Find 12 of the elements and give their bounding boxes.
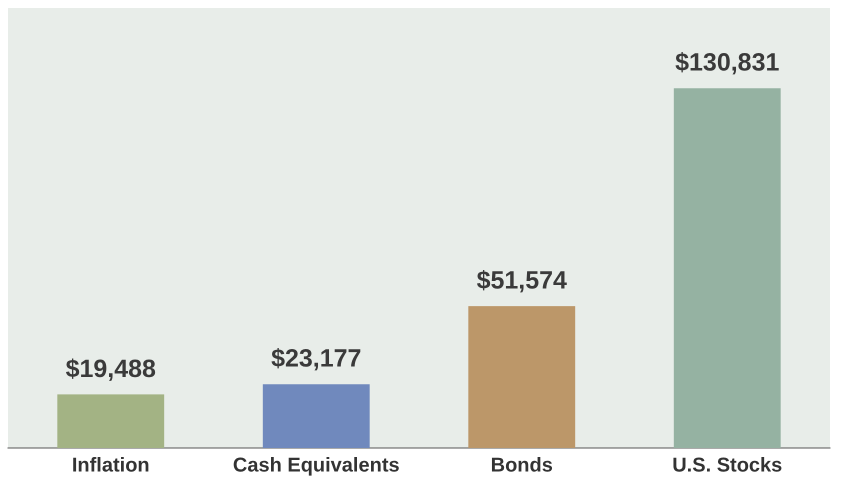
- x-tick-label: Inflation: [72, 454, 150, 477]
- x-tick-label: U.S. Stocks: [672, 454, 782, 477]
- bar: [57, 394, 164, 448]
- x-tick-label: Cash Equivalents: [232, 454, 400, 477]
- data-label: $19,488: [66, 354, 156, 383]
- data-label: $51,574: [476, 266, 568, 295]
- data-label: $130,831: [675, 48, 780, 77]
- x-tick-label: Bonds: [490, 454, 553, 477]
- bar: [262, 384, 370, 448]
- bar: [468, 306, 576, 448]
- bar: [674, 88, 781, 448]
- data-label: $23,177: [271, 344, 362, 373]
